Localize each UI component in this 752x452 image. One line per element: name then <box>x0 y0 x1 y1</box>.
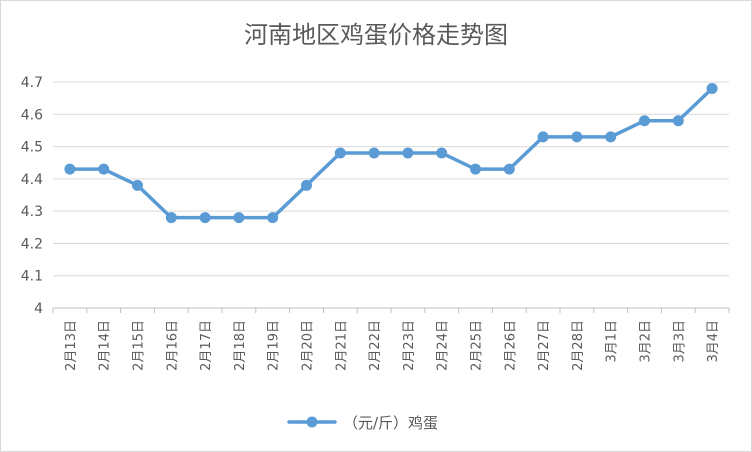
x-tick-label: 3月1日 <box>605 320 620 363</box>
x-tick-label: 2月13日 <box>64 320 79 371</box>
y-tick-label: 4.3 <box>21 204 43 220</box>
data-point <box>199 212 211 224</box>
data-point <box>571 131 583 143</box>
x-tick-label: 2月28日 <box>571 320 586 371</box>
data-point <box>503 163 515 175</box>
x-tick-label: 2月24日 <box>436 320 451 371</box>
x-tick-label: 3月2日 <box>639 320 654 363</box>
data-point <box>402 147 414 159</box>
y-tick-label: 4.5 <box>21 140 43 156</box>
data-point <box>706 82 718 94</box>
data-point <box>605 131 617 143</box>
legend-label: （元/斤）鸡蛋 <box>343 414 438 432</box>
data-point <box>436 147 448 159</box>
y-tick-label: 4 <box>34 301 43 317</box>
legend-marker <box>306 416 318 428</box>
series-line <box>68 86 714 220</box>
x-tick-label: 2月15日 <box>132 320 147 371</box>
x-tick-label: 2月20日 <box>301 320 316 371</box>
x-tick-label: 2月27日 <box>537 320 552 371</box>
data-point <box>64 163 76 175</box>
y-tick-label: 4.2 <box>21 236 43 252</box>
data-point <box>639 115 650 127</box>
y-tick-label: 4.6 <box>21 107 43 123</box>
x-tick-label: 2月16日 <box>165 320 180 371</box>
data-point <box>334 147 346 159</box>
data-point <box>233 212 245 224</box>
data-point <box>132 179 143 191</box>
x-tick-label: 2月23日 <box>402 320 417 371</box>
x-tick-label: 3月4日 <box>706 320 721 363</box>
y-tick-label: 4.4 <box>21 172 43 188</box>
data-point <box>165 212 177 224</box>
data-point <box>537 131 549 143</box>
x-tick-label: 2月26日 <box>503 320 518 371</box>
x-tick-label: 2月19日 <box>267 320 282 371</box>
data-point <box>301 179 312 191</box>
x-tick-label: 2月14日 <box>98 320 113 371</box>
data-point <box>470 163 481 175</box>
x-tick-label: 3月3日 <box>672 320 687 363</box>
x-tick-label: 2月17日 <box>199 320 214 371</box>
y-tick-label: 4.7 <box>21 75 43 91</box>
data-point <box>98 163 110 175</box>
data-point <box>368 147 380 159</box>
data-point <box>672 115 684 127</box>
x-tick-label: 2月21日 <box>334 320 349 371</box>
x-tick-label: 2月25日 <box>470 320 485 371</box>
data-point <box>267 212 279 224</box>
x-tick-label: 2月22日 <box>368 320 383 371</box>
chart-title: 河南地区鸡蛋价格走势图 <box>244 21 508 49</box>
x-tick-label: 2月18日 <box>233 320 248 371</box>
y-tick-label: 4.1 <box>21 269 43 285</box>
